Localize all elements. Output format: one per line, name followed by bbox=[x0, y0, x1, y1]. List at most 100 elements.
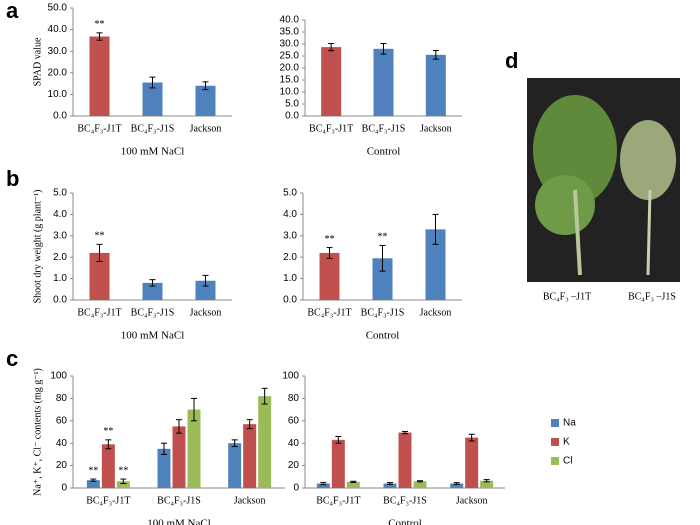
bar bbox=[243, 424, 257, 488]
y-tick-label: 1.0 bbox=[53, 273, 67, 284]
plant bbox=[620, 120, 676, 200]
bar bbox=[172, 426, 186, 488]
x-tick-label: Jackson bbox=[420, 123, 452, 134]
y-tick-label: 4.0 bbox=[53, 209, 67, 220]
y-tick-label: 40.0 bbox=[48, 24, 68, 35]
x-axis-title: Control bbox=[366, 330, 400, 342]
y-tick-label: 20.0 bbox=[48, 67, 68, 78]
annotation: ** bbox=[378, 232, 388, 243]
y-tick-label: 0.0 bbox=[53, 111, 67, 122]
y-axis-title: Shoot dry weight (g plant⁻¹) bbox=[32, 190, 43, 304]
legend-swatch bbox=[551, 419, 559, 427]
bar bbox=[480, 480, 494, 488]
x-tick-label: Jackson bbox=[190, 123, 222, 134]
plant bbox=[535, 175, 595, 235]
y-tick-label: 50.0 bbox=[48, 3, 68, 14]
x-tick-label: Jackson bbox=[456, 495, 488, 506]
x-tick-label: BC₄F₃-J1T bbox=[86, 495, 130, 506]
x-tick-label: BC₄F₃-J1T bbox=[77, 307, 121, 318]
bar bbox=[398, 432, 412, 488]
y-tick-label: 20 bbox=[56, 460, 68, 471]
x-tick-label: BC₄F₃-J1T bbox=[77, 123, 121, 134]
y-tick-label: 80 bbox=[288, 393, 300, 404]
y-tick-label: 40.0 bbox=[280, 15, 300, 26]
bar bbox=[195, 280, 216, 300]
y-tick-label: 3.0 bbox=[53, 230, 67, 241]
bar bbox=[372, 258, 393, 300]
x-tick-label: Jackson bbox=[420, 307, 452, 318]
x-tick-label: Jackson bbox=[190, 307, 222, 318]
bar bbox=[86, 480, 100, 488]
y-tick-label: 100 bbox=[282, 371, 299, 382]
bar bbox=[157, 448, 171, 488]
bar bbox=[195, 85, 216, 116]
photo-label: BC₄F₃ –J1T bbox=[543, 291, 591, 302]
bar bbox=[383, 483, 397, 488]
legend-swatch bbox=[551, 457, 559, 465]
y-axis-title: SPAD value bbox=[32, 37, 43, 86]
photo-label: BC₄F₃ –J1S bbox=[628, 291, 676, 302]
bar bbox=[89, 252, 110, 300]
bar bbox=[319, 252, 340, 300]
x-tick-label: BC₄F₃-J1S bbox=[361, 307, 405, 318]
bar bbox=[413, 481, 427, 488]
y-tick-label: 20 bbox=[288, 460, 300, 471]
y-tick-label: 5.0 bbox=[283, 188, 297, 199]
y-tick-label: 60 bbox=[56, 415, 68, 426]
bar bbox=[101, 444, 115, 488]
x-tick-label: BC₄F₃-J1S bbox=[131, 307, 175, 318]
y-tick-label: 0.0 bbox=[283, 295, 297, 306]
y-tick-label: 35.0 bbox=[280, 27, 300, 38]
legend-label: K bbox=[563, 437, 570, 448]
bar bbox=[373, 48, 394, 116]
bar bbox=[89, 36, 110, 116]
panel-letter: c bbox=[6, 346, 18, 371]
bar bbox=[142, 282, 163, 300]
x-tick-label: BC₄F₃-J1T bbox=[316, 495, 360, 506]
y-tick-label: 15.0 bbox=[280, 75, 300, 86]
x-tick-label: BC₄F₃-J1S bbox=[383, 495, 427, 506]
y-tick-label: 40 bbox=[56, 438, 68, 449]
panel-letter: b bbox=[6, 166, 19, 191]
y-axis-title: Na⁺, K⁺, Cl⁻ contents (mg g⁻¹) bbox=[32, 368, 43, 496]
x-tick-label: BC₄F₃-J1S bbox=[131, 123, 175, 134]
x-tick-label: BC₄F₃-J1S bbox=[157, 495, 201, 506]
bar bbox=[321, 47, 342, 117]
panel-letter: a bbox=[6, 0, 19, 23]
y-tick-label: 10.0 bbox=[280, 87, 300, 98]
y-tick-label: 4.0 bbox=[283, 209, 297, 220]
annotation: ** bbox=[95, 231, 105, 242]
y-tick-label: 3.0 bbox=[283, 230, 297, 241]
y-tick-label: 20.0 bbox=[280, 63, 300, 74]
x-tick-label: Jackson bbox=[234, 495, 266, 506]
x-axis-title: 100 mM NaCl bbox=[121, 146, 185, 158]
x-axis-title: 100 mM NaCl bbox=[121, 330, 185, 342]
panel-letter: d bbox=[505, 48, 518, 73]
y-tick-label: 80 bbox=[56, 393, 68, 404]
y-tick-label: 2.0 bbox=[283, 252, 297, 263]
bar bbox=[142, 82, 163, 116]
y-tick-label: 25.0 bbox=[280, 51, 300, 62]
x-axis-title: Control bbox=[367, 146, 401, 158]
bar bbox=[346, 481, 360, 488]
y-tick-label: 100 bbox=[50, 371, 67, 382]
bar bbox=[331, 439, 345, 488]
y-tick-label: 0 bbox=[293, 483, 299, 494]
bar bbox=[116, 481, 130, 488]
bar bbox=[187, 409, 201, 488]
bar bbox=[316, 483, 330, 488]
stem bbox=[646, 189, 652, 276]
y-tick-label: 5.0 bbox=[53, 188, 67, 199]
y-tick-label: 0.0 bbox=[53, 295, 67, 306]
y-tick-label: 2.0 bbox=[53, 252, 67, 263]
legend-label: Na bbox=[563, 418, 576, 429]
y-tick-label: 0 bbox=[61, 483, 67, 494]
y-tick-label: 30.0 bbox=[280, 39, 300, 50]
bar bbox=[228, 443, 242, 488]
y-tick-label: 1.0 bbox=[283, 273, 297, 284]
y-tick-label: 5.0 bbox=[285, 99, 299, 110]
annotation: ** bbox=[95, 19, 105, 30]
annotation: ** bbox=[118, 465, 128, 476]
y-tick-label: 60 bbox=[288, 415, 300, 426]
